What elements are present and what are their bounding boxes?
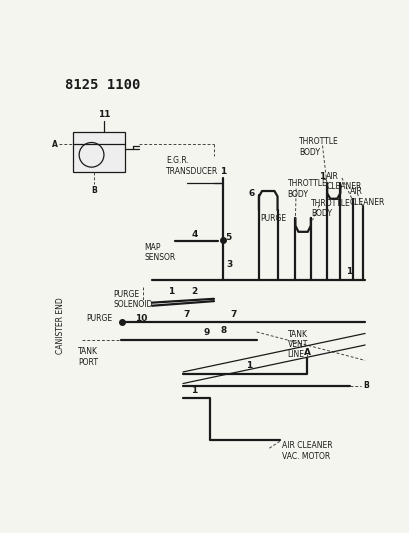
Text: E.G.R.
TRANSDUCER: E.G.R. TRANSDUCER: [166, 156, 218, 176]
Text: 7: 7: [229, 310, 236, 319]
Text: 10: 10: [135, 313, 147, 322]
Text: CANISTER END: CANISTER END: [56, 297, 65, 354]
Text: 1: 1: [220, 167, 226, 175]
Text: AIR CLEANER
VAC. MOTOR: AIR CLEANER VAC. MOTOR: [281, 441, 332, 461]
Text: AIR
CLEANER: AIR CLEANER: [349, 187, 384, 207]
Text: TANK
PORT: TANK PORT: [78, 348, 98, 367]
Text: 1: 1: [346, 268, 352, 277]
Text: B: B: [91, 185, 97, 195]
Bar: [73, 132, 125, 172]
Text: TANK
VENT
LINE: TANK VENT LINE: [287, 329, 307, 359]
Text: 5: 5: [224, 233, 231, 241]
Text: 6: 6: [248, 189, 254, 198]
Text: THROTTLE
BODY: THROTTLE BODY: [287, 180, 326, 199]
Text: A: A: [303, 348, 310, 357]
Text: 3: 3: [226, 260, 232, 269]
Text: PURGE: PURGE: [260, 214, 286, 223]
Text: 2: 2: [191, 287, 197, 296]
Text: A: A: [52, 140, 57, 149]
Text: PURGE: PURGE: [86, 313, 112, 322]
Text: THROTTLE
BODY: THROTTLE BODY: [299, 137, 338, 157]
Text: 7: 7: [183, 310, 190, 319]
Text: THROTTLE
BODY: THROTTLE BODY: [310, 199, 350, 218]
Text: 4: 4: [191, 230, 197, 239]
Text: 1: 1: [319, 172, 325, 181]
Text: 1: 1: [168, 287, 174, 296]
Text: 11: 11: [97, 110, 110, 119]
Text: 9: 9: [202, 328, 209, 336]
Text: 1: 1: [245, 361, 252, 370]
Text: 8: 8: [220, 326, 226, 335]
Text: AIR
CLEANER: AIR CLEANER: [326, 172, 361, 191]
Text: PURGE
SOLENOID: PURGE SOLENOID: [113, 289, 152, 309]
Text: MAP
SENSOR: MAP SENSOR: [144, 243, 175, 262]
Text: B: B: [362, 381, 368, 390]
Text: 1: 1: [191, 386, 197, 395]
Text: 8125 1100: 8125 1100: [65, 78, 140, 92]
Circle shape: [79, 142, 104, 167]
